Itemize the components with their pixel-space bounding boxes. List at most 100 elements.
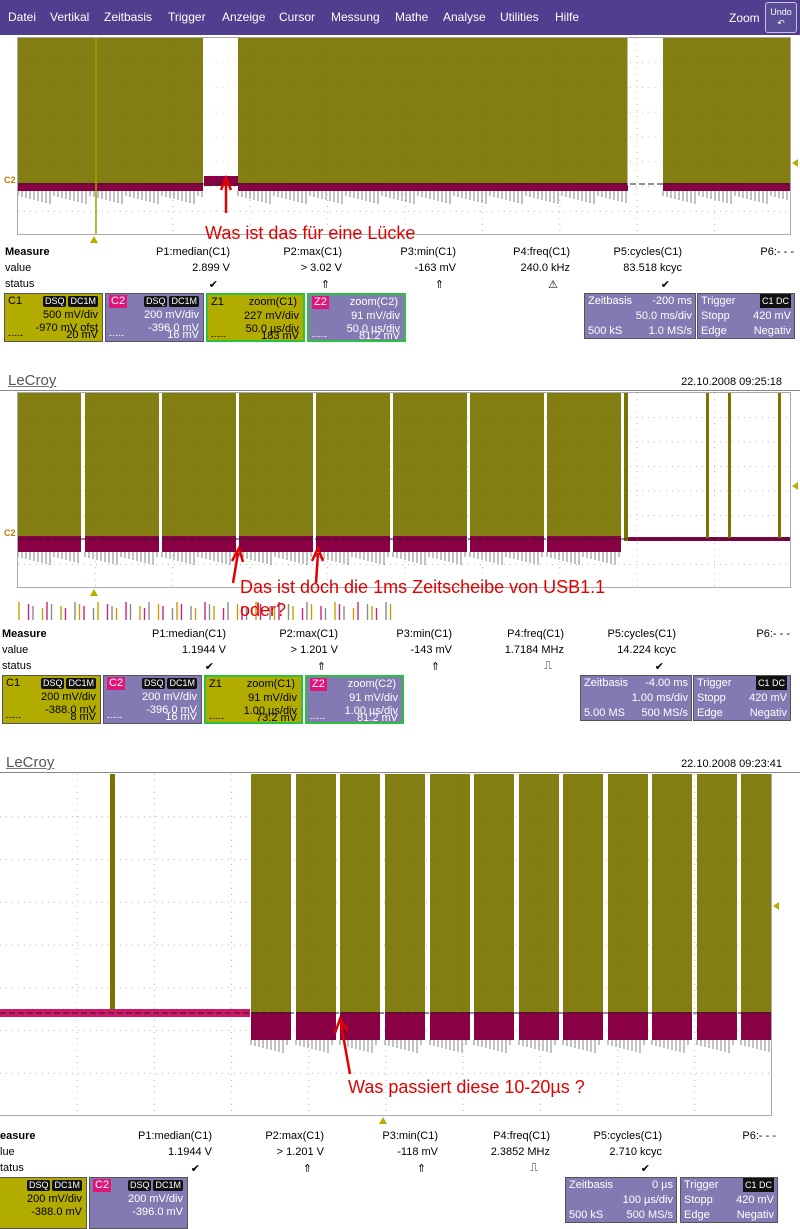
- param-name[interactable]: P6:- - -: [742, 1130, 776, 1142]
- channel-tile-z2[interactable]: Z2 zoom(C2) 91 mV/div 1.00 µs/div -·-·- 81.2 …: [305, 675, 404, 724]
- waveform-display-2[interactable]: [17, 392, 791, 588]
- waveform-display-1[interactable]: [17, 37, 791, 235]
- timebase-samples: 5.00 MS: [584, 707, 625, 719]
- param-name[interactable]: P5:cycles(C1): [607, 628, 676, 640]
- menu-item-trigger[interactable]: Trigger: [168, 10, 206, 24]
- param-name[interactable]: P4:freq(C1): [507, 628, 564, 640]
- param-status-icon: ✔: [640, 1163, 650, 1175]
- menu-item-analyse[interactable]: Analyse: [443, 10, 486, 24]
- menu-item-zeitbasis[interactable]: Zeitbasis: [104, 10, 153, 24]
- burst-block: [563, 774, 603, 1014]
- menu-item-cursor[interactable]: Cursor: [279, 10, 316, 24]
- channel-tile-z1[interactable]: Z1 zoom(C1) 227 mV/div 50.0 µs/div -·-·- 183 …: [206, 293, 305, 342]
- param-value: -163 mV: [414, 262, 456, 274]
- badge-dsq: DSQ: [141, 678, 166, 689]
- menu-item-utilities[interactable]: Utilities: [500, 10, 539, 24]
- param-name[interactable]: P1:median(C1): [156, 246, 230, 258]
- param-name[interactable]: P4:freq(C1): [513, 246, 570, 258]
- timebase-box[interactable]: Zeitbasis -200 ms 50.0 ms/div 500 kS 1.0…: [584, 293, 696, 339]
- param-status-icon: ⎍: [544, 660, 552, 672]
- badge-coupling: zoom(C2): [347, 678, 396, 690]
- annotation-arrow: [219, 174, 233, 213]
- burst-block: [652, 774, 692, 1014]
- param-name[interactable]: P4:freq(C1): [493, 1130, 550, 1142]
- param-name[interactable]: P6:- - -: [760, 246, 794, 258]
- menu-item-datei[interactable]: Datei: [8, 10, 37, 24]
- annotation-gap-question: Was ist das für eine Lücke: [205, 223, 416, 243]
- param-name[interactable]: P5:cycles(C1): [593, 1130, 662, 1142]
- status-label: status: [5, 278, 35, 290]
- param-name[interactable]: P3:min(C1): [382, 1130, 438, 1142]
- channel-tile-c2[interactable]: C2 DSQ DC1M 200 mV/div -396.0 mV -·-·- 16 mV: [105, 293, 204, 342]
- trigger-box[interactable]: Trigger C1 DC Stopp 420 mV Edge Negativ: [680, 1177, 778, 1223]
- timebase-box[interactable]: Zeitbasis 0 µs 100 µs/div 500 kS 500 MS/…: [565, 1177, 677, 1223]
- burst-block: [316, 393, 390, 538]
- burst-block: [547, 393, 621, 538]
- param-name[interactable]: P2:max(C1): [279, 628, 338, 640]
- param-value: 83.518 kcyc: [623, 262, 682, 274]
- noise-band: [563, 1012, 603, 1040]
- param-name[interactable]: P1:median(C1): [138, 1130, 212, 1142]
- timebase-box[interactable]: Zeitbasis -4.00 ms 1.00 ms/div 5.00 MS 5…: [580, 675, 692, 721]
- undo-button[interactable]: Undo ↶: [765, 2, 797, 33]
- tile-badges: DSQ DC1M: [41, 295, 98, 308]
- param-name[interactable]: P3:min(C1): [396, 628, 452, 640]
- param-name[interactable]: P6:- - -: [756, 628, 790, 640]
- channel-tile-z2[interactable]: Z2 zoom(C2) 91 mV/div 50.0 µs/div -·-·- 81.2 …: [307, 293, 406, 342]
- status-label: status: [2, 660, 32, 672]
- trigger-level-arrow: [792, 159, 798, 167]
- burst-block: [393, 393, 467, 538]
- measure-label: Measure: [5, 246, 50, 258]
- tile-badges: zoom(C1): [245, 296, 299, 309]
- badge-coupling: zoom(C1): [246, 678, 295, 690]
- channel-tile-z1[interactable]: Z1 zoom(C1) 91 mV/div 1.00 µs/div -·-·- 73.2 …: [204, 675, 303, 724]
- zoom-label[interactable]: Zoom: [729, 11, 760, 25]
- param-status-icon: ⇑: [430, 661, 440, 673]
- param-name[interactable]: P2:max(C1): [265, 1130, 324, 1142]
- badge-coupling: DC1M: [153, 1180, 183, 1191]
- menu-item-messung[interactable]: Messung: [331, 10, 380, 24]
- menu-item-mathe[interactable]: Mathe: [395, 10, 429, 24]
- menu-item-vertikal[interactable]: Vertikal: [50, 10, 90, 24]
- badge-dsq: DSQ: [143, 296, 168, 307]
- status-label: tatus: [0, 1162, 24, 1174]
- burst-block: [474, 774, 514, 1014]
- tile-foot-value: 16 mV: [167, 329, 199, 341]
- trigger-box[interactable]: Trigger C1 DC Stopp 420 mV Edge Negativ: [693, 675, 791, 721]
- tile-scale: 91 mV/div: [248, 692, 297, 704]
- param-name[interactable]: P1:median(C1): [152, 628, 226, 640]
- trigger-box[interactable]: Trigger C1 DC Stopp 420 mV Edge Negativ: [697, 293, 795, 339]
- tile-foot-dash: -·-·-: [107, 712, 122, 722]
- noise-band: [239, 536, 313, 552]
- param-name[interactable]: P5:cycles(C1): [613, 246, 682, 258]
- tile-title: C2: [107, 677, 126, 690]
- param-name[interactable]: P2:max(C1): [283, 246, 342, 258]
- tile-offset: -388.0 mV: [31, 1206, 82, 1218]
- tile-foot-value: 8 mV: [70, 711, 96, 723]
- noise-band: [470, 536, 544, 552]
- channel-tile-c1[interactable]: C1 DSQ DC1M 200 mV/div -388.0 mV -·-·- 8 mV: [2, 675, 101, 724]
- badge-coupling: DC1M: [169, 296, 199, 307]
- noise-band: [741, 1012, 771, 1040]
- menu-item-anzeige[interactable]: Anzeige: [222, 10, 266, 24]
- channel-tile-c2[interactable]: C2 DSQ DC1M 200 mV/div -396.0 mV: [89, 1177, 188, 1229]
- tile-scale: 200 mV/div: [40, 691, 96, 703]
- param-value: 14.224 kcyc: [617, 644, 676, 656]
- tile-title: C2: [109, 295, 128, 308]
- waveform-graph-2: [18, 393, 790, 587]
- noise-band: [251, 1012, 291, 1040]
- burst-block: [624, 393, 628, 541]
- channel-tile-c2[interactable]: C2 DSQ DC1M 200 mV/div -396.0 mV -·-·- 16 mV: [103, 675, 202, 724]
- param-name[interactable]: P3:min(C1): [400, 246, 456, 258]
- tile-title: Z2: [310, 678, 327, 691]
- noise-band: [663, 183, 790, 191]
- param-status-icon: ✔: [660, 279, 670, 291]
- brand-logo: LeCroy: [6, 754, 55, 771]
- param-value: 2.899 V: [192, 262, 230, 274]
- badge-coupling: DC1M: [52, 1180, 82, 1191]
- channel-tile-c1[interactable]: C1 DSQ DC1M 500 mV/div -970 mV ofst -·-·- 20 m…: [4, 293, 103, 342]
- waveform-display-3[interactable]: [0, 774, 772, 1116]
- menu-item-hilfe[interactable]: Hilfe: [555, 10, 580, 24]
- timebase-label: Zeitbasis: [588, 295, 633, 307]
